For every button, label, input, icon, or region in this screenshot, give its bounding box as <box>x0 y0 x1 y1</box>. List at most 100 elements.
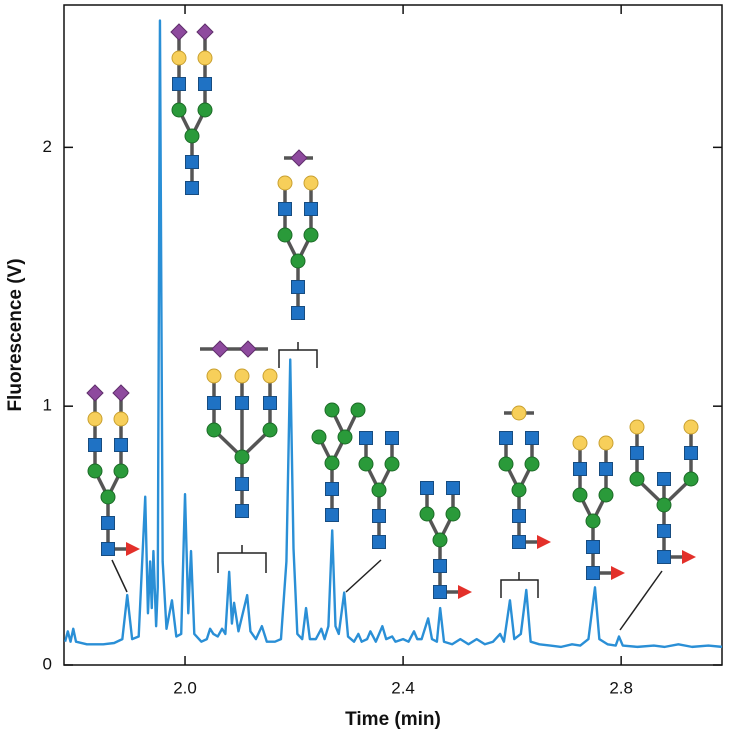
galactose <box>598 435 614 451</box>
mannose <box>184 128 200 144</box>
mannose <box>290 253 306 269</box>
mannose <box>598 487 614 503</box>
mannose <box>206 422 222 438</box>
mannose <box>432 532 448 548</box>
x-tick-label: 2.8 <box>609 678 633 697</box>
galactose <box>572 435 588 451</box>
y-tick-label: 1 <box>43 396 52 415</box>
glcnac <box>101 542 115 556</box>
glcnac <box>525 431 539 445</box>
bracket <box>278 342 318 368</box>
galactose <box>683 419 699 435</box>
glcnac <box>291 306 305 320</box>
label-tag <box>682 550 696 564</box>
mannose <box>585 513 601 529</box>
sialic-acid <box>239 340 257 358</box>
y-tick-label: 0 <box>43 654 52 673</box>
sialic-acid <box>290 149 308 167</box>
glcnac <box>172 77 186 91</box>
glcnac <box>657 472 671 486</box>
mannose <box>358 456 374 472</box>
glcnac <box>185 155 199 169</box>
leader-line <box>111 559 128 593</box>
glcnac <box>512 535 526 549</box>
glcnac <box>101 516 115 530</box>
mannose <box>324 455 340 471</box>
glcnac <box>433 559 447 573</box>
galactose <box>206 368 222 384</box>
galactose <box>171 50 187 66</box>
galactose <box>234 368 250 384</box>
plot-frame <box>63 4 723 666</box>
galactose <box>277 175 293 191</box>
y-axis-title: Fluorescence (V) <box>5 258 26 411</box>
glcnac <box>573 462 587 476</box>
glcnac <box>114 438 128 452</box>
glcnac <box>235 396 249 410</box>
glcnac <box>630 446 644 460</box>
glcnac <box>88 438 102 452</box>
glcnac <box>325 508 339 522</box>
galactose <box>511 405 527 421</box>
x-axis-title: Time (min) <box>345 709 441 730</box>
sialic-acid <box>196 23 214 41</box>
glcnac <box>657 550 671 564</box>
mannose <box>234 449 250 465</box>
glcnac <box>657 524 671 538</box>
glcnac <box>512 509 526 523</box>
mannose <box>303 227 319 243</box>
mannose <box>337 429 353 445</box>
mannose <box>498 456 514 472</box>
mannose <box>371 482 387 498</box>
mannose <box>197 102 213 118</box>
galactose <box>303 175 319 191</box>
glcnac <box>263 396 277 410</box>
mannose <box>171 102 187 118</box>
mannose <box>324 402 340 418</box>
glycan-symbols <box>86 23 699 599</box>
y-tick-label: 2 <box>43 137 52 156</box>
mannose <box>572 487 588 503</box>
glcnac <box>586 540 600 554</box>
galactose <box>629 419 645 435</box>
galactose <box>262 368 278 384</box>
mannose <box>100 489 116 505</box>
bracket <box>217 545 267 573</box>
glcnac <box>235 477 249 491</box>
glcnac <box>278 202 292 216</box>
glcnac <box>207 396 221 410</box>
label-tag <box>126 542 140 556</box>
glcnac <box>235 504 249 518</box>
label-tag <box>611 566 625 580</box>
glycan-annotations <box>86 23 699 631</box>
glcnac <box>599 462 613 476</box>
mannose <box>629 471 645 487</box>
sialic-acid <box>86 384 104 402</box>
mannose <box>524 456 540 472</box>
sialic-acid <box>170 23 188 41</box>
glcnac <box>499 431 513 445</box>
leader-line <box>619 570 663 631</box>
mannose <box>445 506 461 522</box>
mannose <box>683 471 699 487</box>
mannose <box>384 456 400 472</box>
sialic-acid <box>211 340 229 358</box>
galactose <box>113 411 129 427</box>
mannose <box>113 463 129 479</box>
label-tag <box>537 535 551 549</box>
label-tag <box>458 585 472 599</box>
galactose <box>197 50 213 66</box>
glcnac <box>304 202 318 216</box>
glcnac <box>359 431 373 445</box>
glcnac <box>372 509 386 523</box>
mannose <box>350 402 366 418</box>
glcnac <box>586 566 600 580</box>
glcnac <box>198 77 212 91</box>
trace-line <box>63 19 723 649</box>
glcnac <box>185 181 199 195</box>
glcnac <box>385 431 399 445</box>
leader-line <box>345 559 382 593</box>
glcnac <box>446 481 460 495</box>
mannose <box>511 482 527 498</box>
x-tick-label: 2.0 <box>173 678 197 697</box>
